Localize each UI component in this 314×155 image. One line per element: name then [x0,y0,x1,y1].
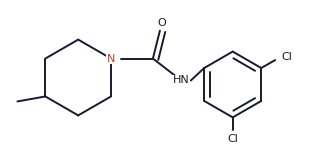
Text: Cl: Cl [227,134,238,144]
Text: HN: HN [172,75,189,86]
Text: Cl: Cl [282,52,293,62]
Text: N: N [107,53,115,64]
Text: O: O [158,18,166,28]
